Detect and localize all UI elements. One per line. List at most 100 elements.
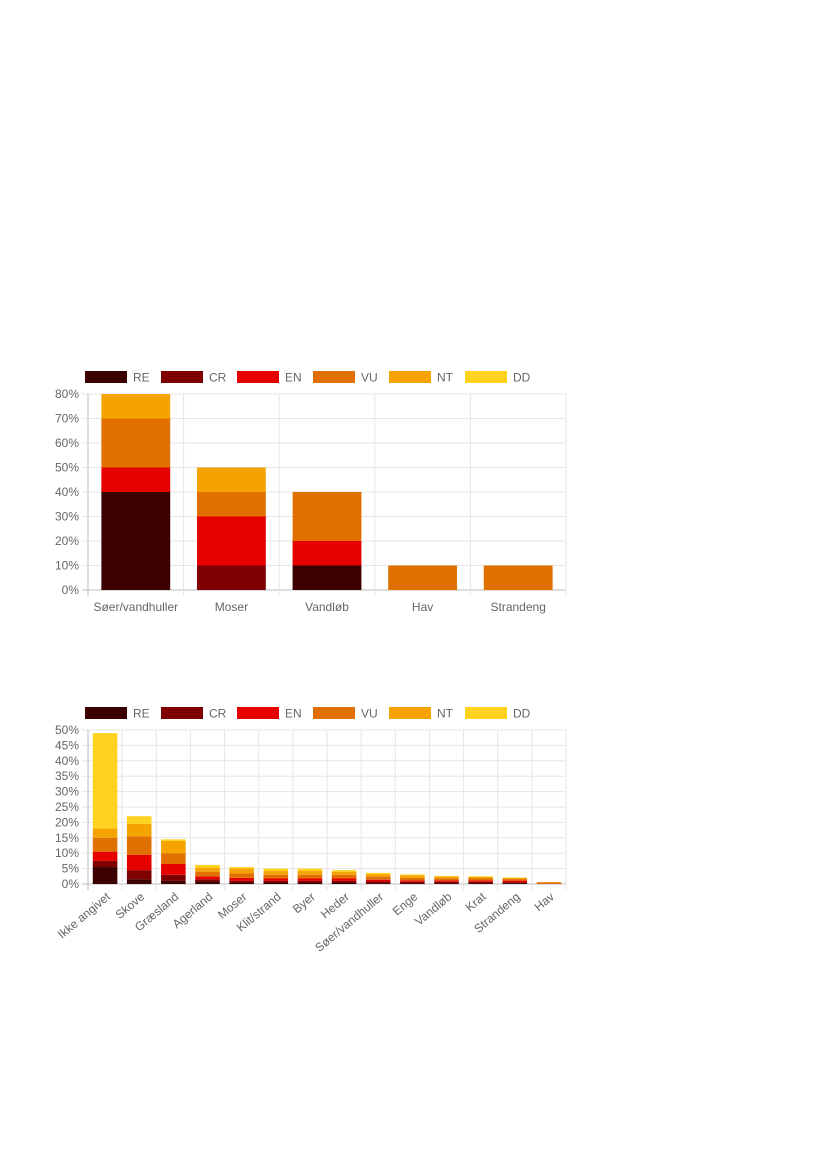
- bar-segment-vu[interactable]: [502, 879, 528, 881]
- bar-segment-re[interactable]: [263, 882, 289, 884]
- bar-segment-re[interactable]: [468, 883, 493, 884]
- bar-segment-vu[interactable]: [229, 873, 254, 878]
- bar-segment-cr[interactable]: [195, 879, 220, 882]
- bar-segment-dd[interactable]: [297, 868, 323, 872]
- bar-segment-re[interactable]: [161, 880, 186, 884]
- bar-segment-vu[interactable]: [161, 853, 186, 864]
- bar-segment-en[interactable]: [365, 879, 391, 882]
- bar-segment-en[interactable]: [161, 863, 186, 875]
- bar-segment-nt[interactable]: [196, 467, 266, 493]
- bar-segment-nt[interactable]: [263, 871, 289, 875]
- bar-segment-en[interactable]: [468, 880, 493, 882]
- bar-segment-cr[interactable]: [92, 860, 118, 868]
- bar-segment-vu[interactable]: [196, 492, 266, 517]
- bar-segment-en[interactable]: [92, 851, 118, 861]
- bar-segment-nt[interactable]: [195, 867, 220, 872]
- bar-segment-en[interactable]: [400, 880, 425, 882]
- bar-segment-en[interactable]: [126, 854, 152, 871]
- bar-segment-en[interactable]: [292, 541, 362, 566]
- bar-segment-vu[interactable]: [468, 878, 493, 881]
- bar-segment-vu[interactable]: [434, 878, 459, 881]
- bar-segment-en[interactable]: [101, 467, 171, 493]
- legend-swatch-dd[interactable]: [465, 707, 507, 719]
- bar-segment-dd[interactable]: [126, 816, 152, 824]
- bar-segment-dd[interactable]: [229, 867, 254, 869]
- bar-segment-cr[interactable]: [126, 870, 152, 880]
- bar-segment-dd[interactable]: [263, 868, 289, 872]
- legend-swatch-en[interactable]: [237, 707, 279, 719]
- legend-swatch-re[interactable]: [85, 707, 127, 719]
- bar-segment-nt[interactable]: [434, 876, 459, 879]
- bar-segment-nt[interactable]: [126, 823, 152, 837]
- bar-segment-re[interactable]: [400, 883, 425, 884]
- bar-segment-en[interactable]: [434, 880, 459, 882]
- bar-segment-dd[interactable]: [400, 874, 425, 876]
- bar-segment-en[interactable]: [196, 516, 266, 566]
- bar-segment-re[interactable]: [126, 879, 152, 884]
- bar-segment-en[interactable]: [331, 878, 357, 881]
- legend-swatch-nt[interactable]: [389, 371, 431, 383]
- bar-segment-nt[interactable]: [502, 877, 528, 880]
- bar-segment-vu[interactable]: [536, 882, 562, 884]
- bar-segment-nt[interactable]: [365, 874, 391, 877]
- bar-segment-en[interactable]: [297, 878, 323, 881]
- bar-segment-re[interactable]: [92, 867, 118, 884]
- bar-segment-vu[interactable]: [126, 836, 152, 855]
- bar-segment-vu[interactable]: [400, 877, 425, 881]
- bar-segment-vu[interactable]: [195, 871, 220, 877]
- bar-segment-vu[interactable]: [263, 874, 289, 879]
- bar-segment-cr[interactable]: [196, 565, 266, 591]
- legend-swatch-nt[interactable]: [389, 707, 431, 719]
- bar-segment-cr[interactable]: [502, 882, 528, 884]
- bar-segment-re[interactable]: [502, 883, 528, 884]
- bar-segment-cr[interactable]: [229, 880, 254, 883]
- bar-segment-nt[interactable]: [161, 840, 186, 854]
- bar-segment-nt[interactable]: [101, 394, 171, 419]
- bar-segment-re[interactable]: [229, 882, 254, 884]
- bar-segment-dd[interactable]: [468, 876, 493, 877]
- bar-segment-cr[interactable]: [468, 881, 493, 884]
- bar-segment-dd[interactable]: [161, 839, 186, 841]
- legend-swatch-en[interactable]: [237, 371, 279, 383]
- bar-segment-re[interactable]: [101, 492, 171, 590]
- legend-swatch-cr[interactable]: [161, 707, 203, 719]
- bar-segment-en[interactable]: [229, 877, 254, 881]
- bar-segment-cr[interactable]: [331, 880, 357, 883]
- bar-segment-vu[interactable]: [483, 565, 553, 591]
- bar-segment-cr[interactable]: [161, 874, 186, 881]
- bar-segment-nt[interactable]: [229, 868, 254, 874]
- legend-swatch-cr[interactable]: [161, 371, 203, 383]
- bar-segment-dd[interactable]: [331, 870, 357, 872]
- legend-swatch-dd[interactable]: [465, 371, 507, 383]
- bar-segment-nt[interactable]: [297, 871, 323, 875]
- bar-segment-re[interactable]: [434, 883, 459, 884]
- bar-segment-re[interactable]: [297, 882, 323, 884]
- bar-segment-vu[interactable]: [92, 837, 118, 852]
- bar-segment-dd[interactable]: [92, 733, 118, 829]
- bar-segment-cr[interactable]: [365, 881, 391, 884]
- legend-swatch-vu[interactable]: [313, 371, 355, 383]
- bar-segment-nt[interactable]: [468, 876, 493, 879]
- bar-segment-cr[interactable]: [297, 880, 323, 883]
- bar-segment-vu[interactable]: [101, 418, 171, 468]
- bar-segment-re[interactable]: [331, 882, 357, 884]
- bar-segment-nt[interactable]: [331, 871, 357, 875]
- bar-segment-en[interactable]: [502, 880, 528, 883]
- bar-segment-vu[interactable]: [292, 492, 362, 541]
- bar-segment-en[interactable]: [195, 876, 220, 880]
- legend-swatch-re[interactable]: [85, 371, 127, 383]
- bar-segment-vu[interactable]: [365, 876, 391, 880]
- bar-segment-vu[interactable]: [388, 565, 458, 591]
- bar-segment-dd[interactable]: [365, 872, 391, 875]
- bar-segment-re[interactable]: [292, 565, 362, 591]
- bar-segment-re[interactable]: [195, 881, 220, 884]
- bar-segment-vu[interactable]: [331, 874, 357, 879]
- bar-segment-re[interactable]: [365, 883, 391, 884]
- bar-segment-nt[interactable]: [400, 875, 425, 878]
- bar-segment-dd[interactable]: [195, 864, 220, 868]
- bar-segment-cr[interactable]: [434, 881, 459, 884]
- bar-segment-cr[interactable]: [263, 880, 289, 883]
- bar-segment-nt[interactable]: [92, 828, 118, 838]
- bar-segment-cr[interactable]: [400, 881, 425, 884]
- bar-segment-vu[interactable]: [297, 874, 323, 879]
